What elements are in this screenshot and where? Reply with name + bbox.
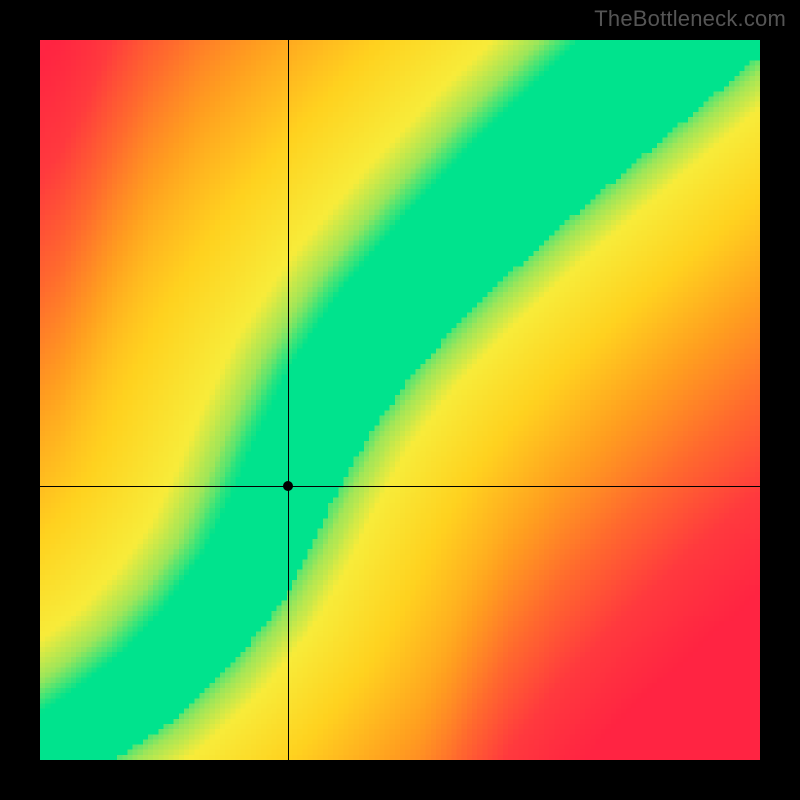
crosshair-vertical <box>288 40 289 760</box>
crosshair-marker <box>283 481 293 491</box>
crosshair-horizontal <box>40 486 760 487</box>
figure-container: TheBottleneck.com <box>0 0 800 800</box>
plot-area <box>40 40 760 760</box>
watermark-text: TheBottleneck.com <box>594 6 786 32</box>
heatmap-canvas <box>40 40 760 760</box>
